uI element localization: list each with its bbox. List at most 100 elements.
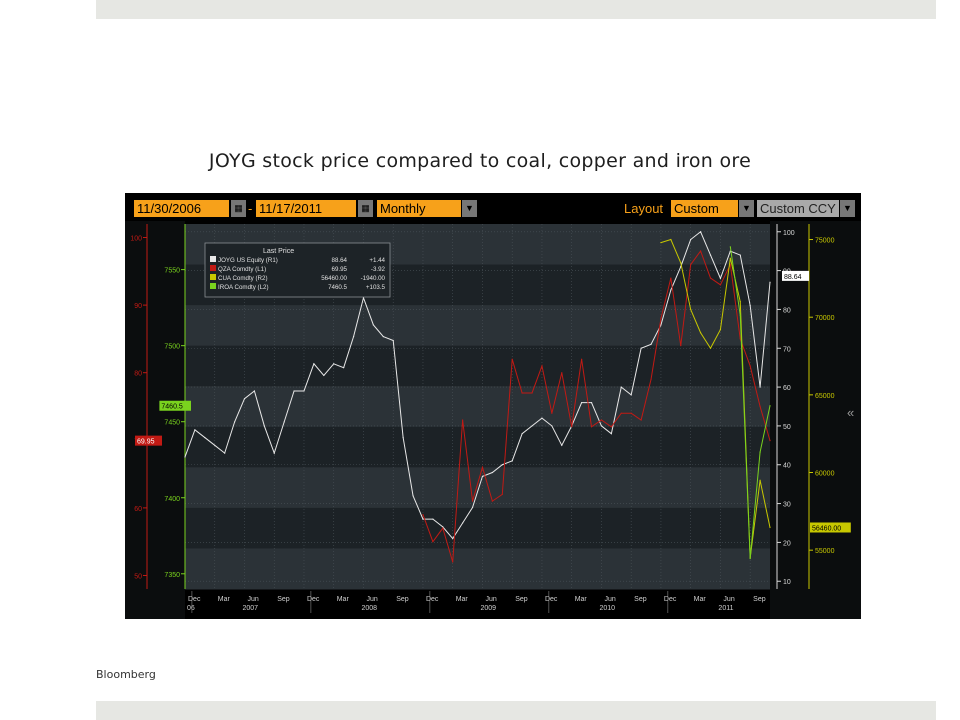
x-year-label: 2009 [480, 605, 496, 612]
calendar-icon[interactable]: ▦ [358, 200, 373, 217]
r1-tick-label: 60 [783, 385, 791, 392]
legend-box [204, 242, 391, 298]
data-point [729, 246, 731, 248]
data-point [699, 250, 702, 252]
chevron-down-icon[interactable]: ▼ [840, 200, 855, 217]
start-date-field[interactable]: 11/30/2006 [134, 200, 229, 217]
x-tick-label: Sep [515, 596, 528, 603]
series-line [422, 249, 771, 563]
x-tick-label: Jun [604, 596, 615, 603]
data-point [501, 493, 503, 495]
bloomberg-chart-panel: 11/30/2006 ▦ - 11/17/2011 ▦ Monthly ▼ La… [125, 193, 861, 619]
data-point [471, 500, 474, 502]
legend-change-value: -3.92 [371, 266, 386, 273]
layout-select[interactable]: Custom [671, 200, 738, 217]
layout-label: Layout [624, 201, 664, 216]
legend-last-value: 7460.5 [328, 284, 347, 291]
x-year-label: 2010 [599, 605, 615, 612]
data-point [412, 495, 414, 497]
l2-tick-label: 7500 [164, 344, 180, 351]
tag-label: 88.64 [784, 274, 802, 281]
x-year-label: 2011 [718, 605, 733, 612]
data-point [600, 425, 603, 427]
data-point [392, 339, 394, 342]
top-band [96, 0, 936, 19]
x-tick-label: Jun [247, 596, 258, 603]
data-point [184, 456, 186, 458]
l1-tick-label: 90 [134, 303, 142, 310]
end-date-field[interactable]: 11/17/2011 [256, 200, 356, 217]
data-point [690, 263, 692, 266]
date-separator: - [248, 201, 253, 216]
x-tick-label: Dec [188, 596, 201, 603]
data-point [283, 421, 285, 423]
r1-tick-label: 80 [783, 307, 791, 314]
data-point [422, 514, 424, 516]
collapse-arrow-icon[interactable]: « [847, 405, 854, 420]
data-point [501, 464, 503, 466]
data-point [521, 433, 523, 435]
data-point [362, 297, 365, 299]
data-point [620, 386, 622, 388]
chevron-down-icon[interactable]: ▼ [462, 200, 477, 217]
x-tick-label: Mar [456, 596, 469, 603]
legend-last-value: 88.64 [332, 257, 348, 264]
data-point [551, 412, 553, 414]
data-point [680, 262, 682, 264]
data-point [432, 518, 434, 520]
data-point [273, 452, 275, 454]
data-point [640, 347, 642, 349]
tag-background [810, 522, 851, 533]
data-point [660, 242, 662, 244]
data-point [263, 425, 265, 427]
data-point [352, 336, 355, 338]
r1-tick-label: 10 [783, 579, 791, 586]
data-point [610, 433, 612, 435]
data-point [471, 506, 474, 509]
r1-tick-label: 30 [783, 502, 791, 509]
data-point [452, 537, 454, 540]
data-point [521, 392, 523, 394]
x-tick-label: Dec [307, 596, 320, 603]
background-band [185, 467, 770, 509]
legend-swatch [210, 283, 216, 289]
data-point [462, 522, 464, 524]
data-point [739, 301, 741, 303]
data-point [699, 231, 702, 233]
x-tick-label: Sep [396, 596, 409, 603]
data-point [303, 390, 305, 392]
data-point [452, 561, 454, 563]
last-value-tag-l2: 7460.5 [159, 400, 191, 411]
background-band [185, 426, 770, 468]
data-point [680, 345, 682, 347]
data-point [610, 426, 612, 428]
data-point [293, 390, 295, 392]
legend-last-value: 56460.00 [321, 275, 347, 282]
tag-label: 69.95 [137, 439, 155, 446]
data-point [769, 405, 771, 407]
calendar-icon[interactable]: ▦ [231, 200, 246, 217]
tag-label: 7460.5 [161, 404, 183, 411]
x-tick-label: Sep [277, 596, 290, 603]
data-point [670, 238, 672, 241]
l1-tick-label: 50 [134, 573, 142, 580]
multi-axis-line-chart: Dec Mar Jun Sep Dec Mar Jun Sep Dec Mar Jun Sep Dec M… [125, 221, 861, 619]
x-tick-label: Mar [694, 596, 707, 603]
data-point [511, 460, 513, 462]
data-point [343, 367, 345, 369]
data-point [531, 425, 533, 427]
l2-tick-label: 7400 [164, 496, 180, 503]
l1-tick-label: 80 [134, 371, 142, 378]
x-tick-label: Jun [485, 596, 496, 603]
chevron-down-icon[interactable]: ▼ [739, 200, 754, 217]
period-select[interactable]: Monthly [377, 200, 461, 217]
data-point [739, 254, 741, 256]
currency-select[interactable]: Custom CCY [757, 200, 839, 217]
data-point [709, 347, 712, 349]
data-point [650, 343, 652, 345]
data-point [422, 518, 424, 520]
data-point [709, 277, 712, 279]
x-tick-label: Dec [664, 596, 677, 603]
data-point [660, 318, 662, 320]
l2-tick-label: 7350 [164, 572, 180, 579]
